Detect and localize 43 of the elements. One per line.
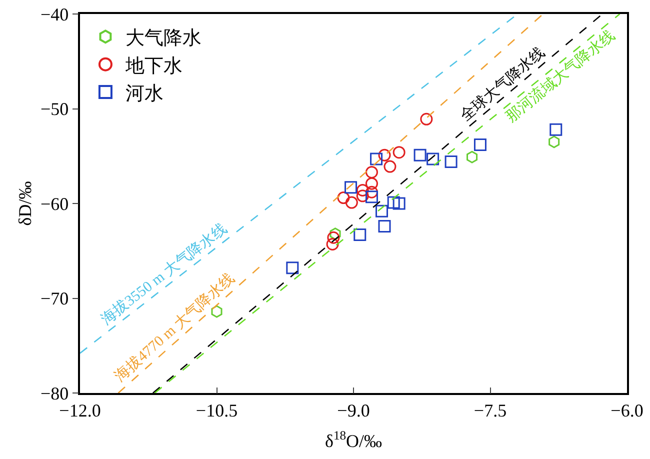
- legend-label: 大气降水: [125, 28, 202, 50]
- point: [420, 112, 433, 126]
- point: [365, 186, 378, 198]
- point: [354, 228, 366, 242]
- point: [548, 136, 560, 148]
- point: [392, 146, 406, 159]
- point: [474, 138, 486, 151]
- point: [550, 123, 562, 136]
- point: [330, 228, 341, 240]
- point: [387, 196, 400, 209]
- x-tick-label: −9.0: [337, 400, 370, 420]
- point: [392, 197, 406, 210]
- x-tick-label: −7.5: [474, 400, 507, 420]
- point: [378, 148, 391, 162]
- point: [326, 238, 339, 250]
- point: [365, 177, 378, 190]
- point: [414, 148, 426, 162]
- x-tick-label: −10.5: [196, 400, 238, 420]
- point: [345, 196, 358, 209]
- point: [370, 152, 383, 166]
- point: [384, 160, 396, 173]
- point: [337, 192, 350, 204]
- point: [344, 181, 358, 194]
- point: [444, 156, 458, 168]
- x-axis-title: δ$^{18}$O/‰: [324, 428, 382, 451]
- x-tick-label: −6.0: [610, 400, 644, 420]
- point: [365, 190, 378, 204]
- point: [356, 184, 369, 196]
- y-axis-title: δD/‰: [15, 181, 36, 226]
- y-tick-label: −70: [40, 288, 69, 309]
- point: [376, 204, 388, 218]
- y-tick-label: −60: [40, 194, 69, 214]
- point: [426, 152, 440, 166]
- y-tick-label: −40: [40, 4, 69, 24]
- point: [356, 190, 369, 202]
- point: [466, 150, 478, 164]
- point: [327, 231, 340, 244]
- y-tick-label: −50: [40, 99, 69, 120]
- legend-label: 地下水: [124, 56, 182, 77]
- legend-label: 河水: [125, 83, 164, 104]
- point: [286, 262, 299, 274]
- point: [378, 220, 391, 232]
- point: [365, 166, 378, 178]
